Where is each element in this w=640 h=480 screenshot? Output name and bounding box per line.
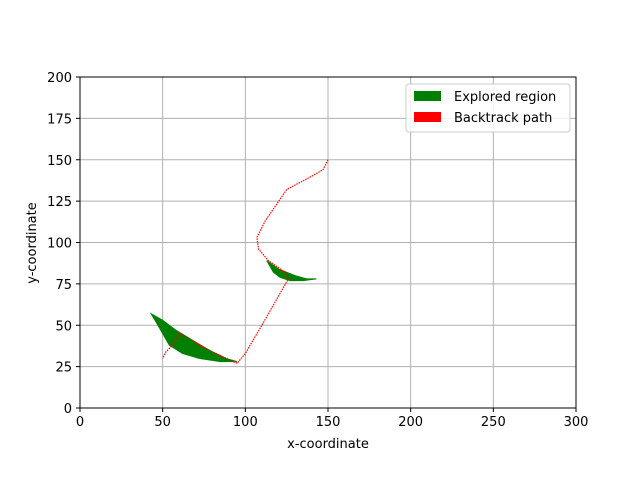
- y-tick-label: 0: [64, 402, 72, 417]
- legend-swatch-explored: [414, 91, 441, 101]
- x-tick-label: 150: [316, 415, 341, 430]
- y-tick-label: 75: [55, 278, 72, 293]
- y-tick-label: 175: [47, 112, 72, 127]
- y-tick-label: 25: [55, 361, 72, 376]
- backtrack-path: [162, 159, 329, 365]
- x-tick-label: 50: [154, 415, 171, 430]
- y-axis-label: y-coordinate: [25, 202, 40, 284]
- y-tick-label: 100: [47, 237, 72, 252]
- backtrack-path-layer: [162, 159, 329, 365]
- explored-region: [149, 312, 238, 363]
- explored-region-layer: [149, 260, 317, 363]
- y-tick-label: 150: [47, 154, 72, 169]
- explored-region: [266, 260, 317, 282]
- ticks: 0 50 100 150 200 250 300 0 25 50 75 100 125 150 175 200: [47, 71, 588, 430]
- x-tick-label: 0: [76, 415, 84, 430]
- legend: Explored region Backtrack path: [405, 83, 571, 133]
- y-tick-label: 200: [47, 71, 72, 86]
- x-tick-label: 200: [398, 415, 423, 430]
- legend-label-backtrack: Backtrack path: [454, 111, 552, 126]
- legend-label-explored: Explored region: [454, 90, 556, 105]
- y-tick-label: 50: [55, 319, 72, 334]
- x-tick-label: 300: [564, 415, 589, 430]
- y-tick-label: 125: [47, 195, 72, 210]
- x-tick-label: 250: [481, 415, 506, 430]
- x-axis-label: x-coordinate: [287, 437, 369, 452]
- legend-box: [405, 83, 571, 133]
- legend-swatch-backtrack: [414, 112, 441, 122]
- x-tick-label: 100: [233, 415, 258, 430]
